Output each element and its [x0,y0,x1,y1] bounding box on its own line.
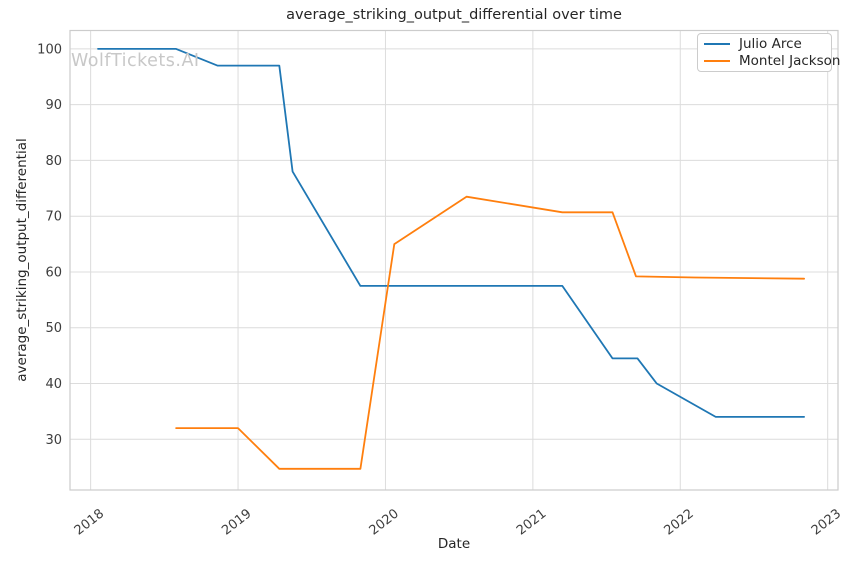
y-tick-label: 100 [37,42,62,57]
legend: Julio Arce Montel Jackson [697,33,840,72]
watermark: WolfTickets.AI [71,51,200,71]
x-tick-label: 2023 [809,506,844,538]
x-axis-label: Date [437,536,471,552]
y-tick-label: 90 [45,98,62,113]
x-tick-label: 2022 [661,506,696,538]
x-tick-label: 2018 [72,506,107,538]
chart-title: average_striking_output_differential ove… [286,7,622,23]
x-tick-label: 2020 [367,506,402,538]
series-line-montel-jackson [175,195,805,470]
legend-label: Julio Arce [739,36,802,53]
y-tick-label: 60 [45,265,62,280]
legend-item-julio-arce: Julio Arce [704,36,825,52]
y-tick-label: 70 [45,210,62,225]
y-tick-label: 50 [45,321,62,336]
x-tick-label: 2021 [514,506,549,538]
legend-line-sample [704,43,730,46]
legend-label: Montel Jackson [739,52,841,69]
y-axis-label: average_striking_output_differential [14,138,30,382]
x-tick-label: 2019 [219,506,254,538]
legend-item-montel-jackson: Montel Jackson [704,53,840,69]
y-tick-label: 30 [45,433,62,448]
plot-border [69,29,839,491]
y-tick-label: 80 [45,154,62,169]
series-line-julio-arce [97,48,805,418]
y-tick-label: 40 [45,377,62,392]
legend-line-sample [704,59,730,62]
